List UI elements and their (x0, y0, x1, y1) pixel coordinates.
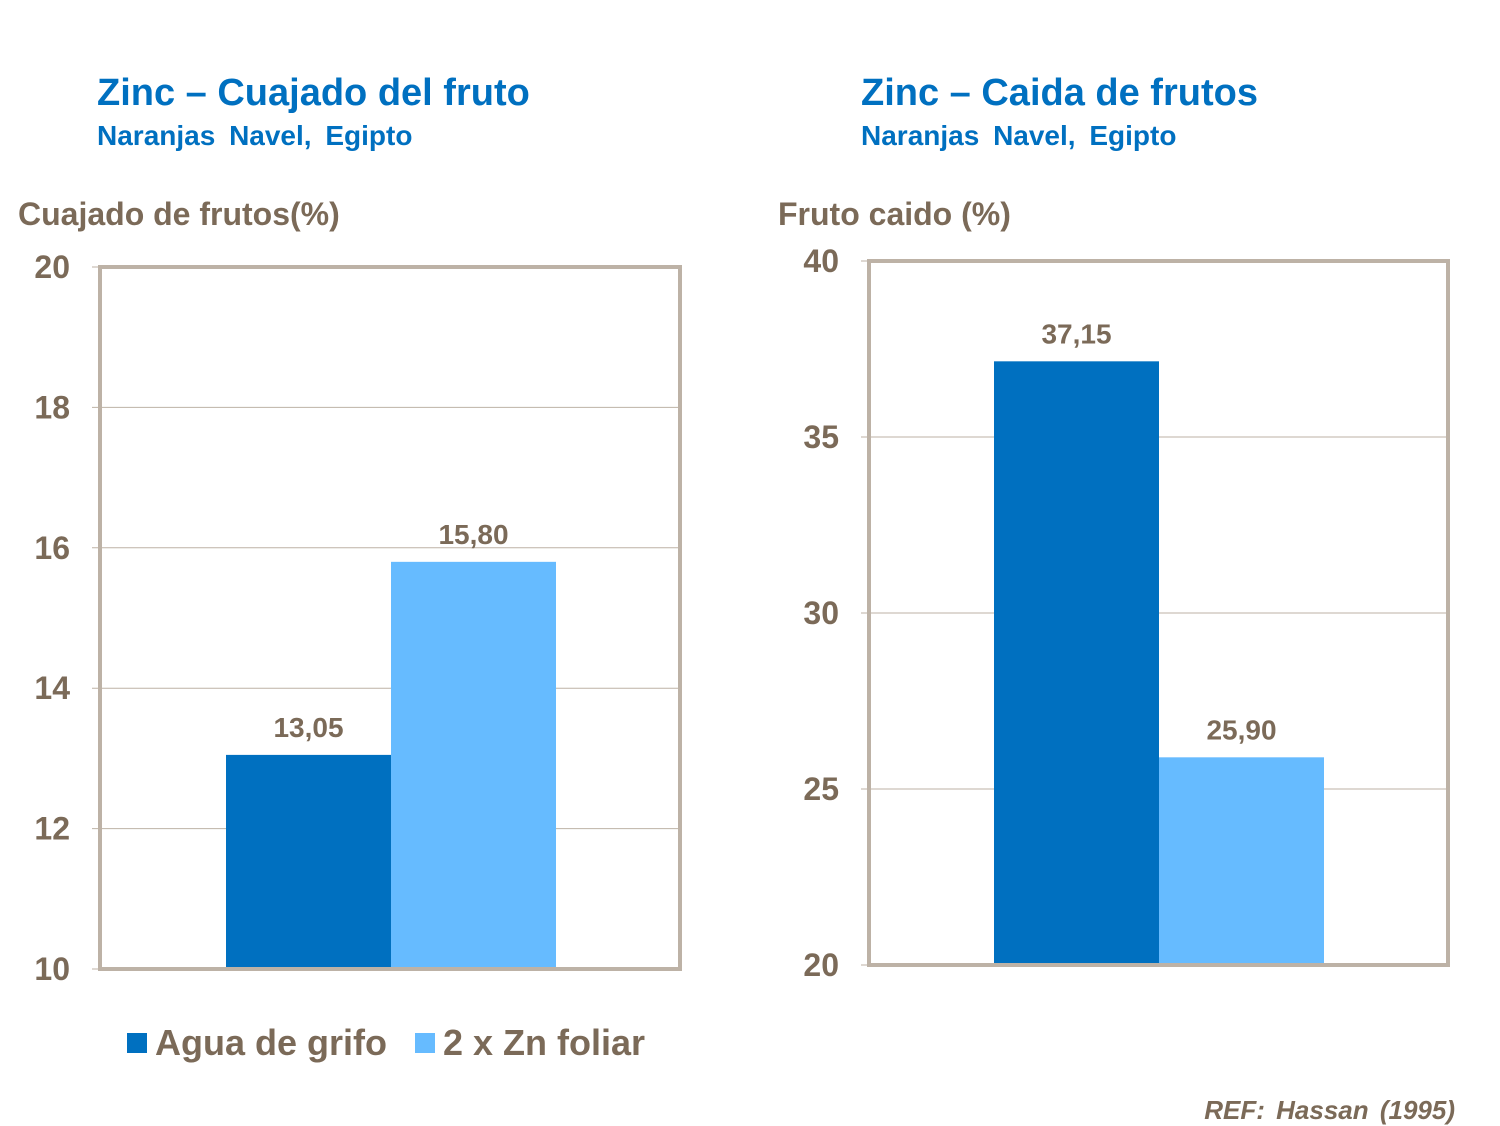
y-tick-label: 16 (34, 530, 70, 566)
y-tick-label: 35 (803, 419, 839, 455)
chart-2-ylabel: Fruto caido (%) (778, 196, 1011, 232)
chart-2-title: Zinc – Caida de frutos (861, 72, 1258, 114)
chart-1-title: Zinc – Cuajado del fruto (97, 72, 530, 114)
legend-swatch-agua (127, 1033, 147, 1053)
plot-frame (98, 265, 682, 971)
data-label: 15,80 (438, 519, 508, 550)
chart-2-subtitle: Naranjas Navel, Egipto (861, 120, 1177, 151)
chart-1-subtitle: Naranjas Navel, Egipto (97, 120, 413, 151)
reference: REF: Hassan (1995) (1204, 1095, 1455, 1125)
bar (391, 561, 556, 969)
data-label: 37,15 (1041, 318, 1111, 349)
y-tick-label: 20 (803, 947, 839, 983)
y-tick-label: 40 (803, 243, 839, 279)
y-tick-label: 25 (803, 771, 839, 807)
y-tick-label: 20 (34, 249, 70, 285)
data-label: 13,05 (273, 712, 343, 743)
bar (1159, 757, 1324, 965)
chart-1-ylabel: Cuajado de frutos(%) (18, 196, 340, 232)
y-tick-label: 18 (34, 389, 70, 425)
plot-frame (867, 259, 1450, 967)
bar (226, 754, 391, 969)
y-tick-label: 12 (34, 811, 70, 847)
y-tick-label: 10 (34, 951, 70, 987)
y-tick-label: 14 (34, 670, 70, 706)
y-tick-label: 30 (803, 595, 839, 631)
bar (994, 361, 1159, 965)
legend-swatch-zn (415, 1033, 435, 1053)
legend: Agua de grifo 2 x Zn foliar (127, 1022, 645, 1064)
legend-label-agua: Agua de grifo (155, 1022, 387, 1063)
data-label: 25,90 (1206, 714, 1276, 745)
legend-label-zn: 2 x Zn foliar (443, 1022, 646, 1063)
